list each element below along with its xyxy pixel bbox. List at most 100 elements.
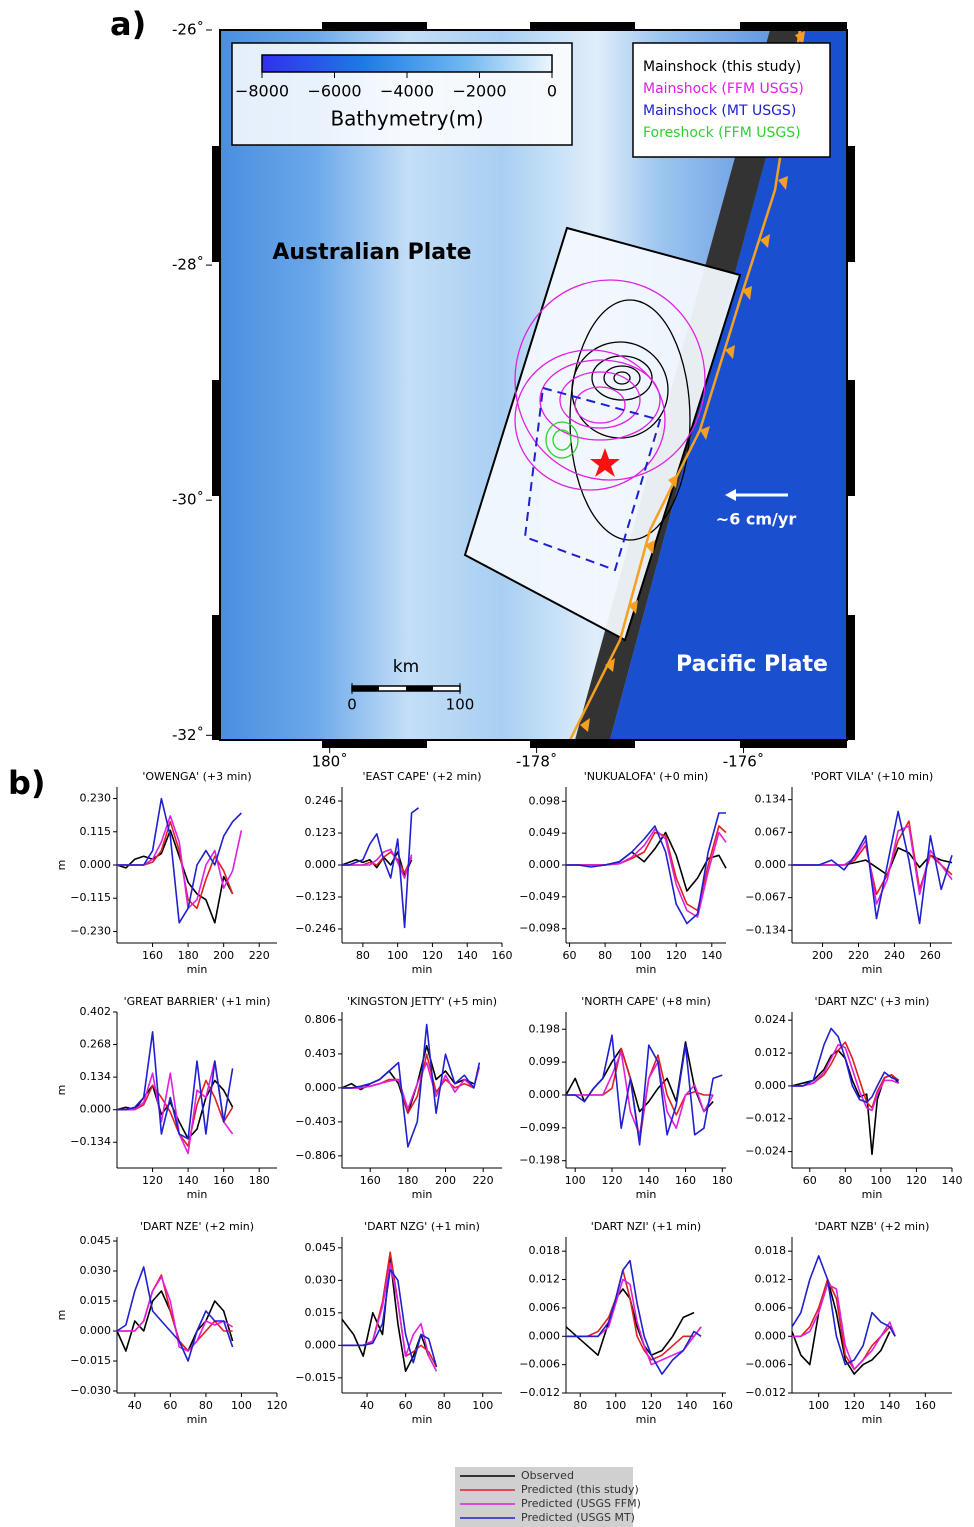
series-line [342, 807, 419, 929]
deep-sea [610, 30, 847, 740]
x-tick-label: 80 [598, 949, 612, 962]
x-tick-label: 180 [249, 1174, 270, 1187]
lat-tick-label: -30˚ [172, 491, 204, 509]
contours-foreshock [545, 421, 579, 459]
y-tick-label: −0.115 [70, 891, 111, 904]
plate-label: Pacific Plate [676, 652, 828, 677]
series-line [792, 1278, 896, 1371]
x-tick-label: 120 [142, 1174, 163, 1187]
frame-band [212, 22, 855, 748]
series-line [792, 810, 953, 925]
series-line [116, 829, 234, 924]
x-axis-label: min [187, 963, 208, 976]
series-line [117, 1031, 234, 1140]
x-tick-label: 160 [213, 1174, 234, 1187]
lon-tick-label: -178˚ [516, 753, 558, 771]
x-tick-label: 140 [701, 949, 722, 962]
y-tick-label: −0.806 [295, 1149, 336, 1162]
y-tick-label: 0.045 [305, 1241, 337, 1254]
chart-title: 'DART NZE' (+2 min) [140, 1220, 254, 1233]
colorbar-tick-label: −2000 [452, 82, 506, 101]
y-tick-label: 0.018 [755, 1244, 787, 1257]
y-tick-label: −0.230 [70, 924, 111, 937]
series-line [792, 1044, 899, 1112]
legend-label: Observed [521, 1469, 574, 1482]
velocity-arrow-head [725, 489, 736, 501]
x-tick-label: 60 [399, 1399, 413, 1412]
x-tick-label: 160 [360, 1174, 381, 1187]
x-axis-label: min [862, 1413, 883, 1426]
y-tick-label: −0.012 [745, 1112, 786, 1125]
colorbar-tick-label: −8000 [235, 82, 289, 101]
y-tick-label: −0.015 [295, 1371, 336, 1384]
y-tick-label: −0.134 [745, 923, 786, 936]
y-tick-label: 0.012 [529, 1273, 561, 1286]
chart-title: 'NORTH CAPE' (+8 min) [581, 995, 711, 1008]
lat-tick-label: -28˚ [172, 256, 204, 274]
x-axis-label: min [412, 1188, 433, 1201]
x-tick-label: 120 [641, 1399, 662, 1412]
y-tick-label: 0.000 [305, 858, 337, 871]
x-axis-label: min [636, 1413, 657, 1426]
series-line [791, 1255, 896, 1366]
x-tick-label: 160 [142, 949, 163, 962]
x-tick-label: 40 [360, 1399, 374, 1412]
y-tick-label: −0.098 [519, 922, 560, 935]
epicenter [590, 448, 620, 477]
legend-box [455, 1467, 633, 1527]
x-tick-label: 100 [870, 1174, 891, 1187]
x-tick-label: 240 [884, 949, 905, 962]
x-axis-label: min [862, 1188, 883, 1201]
x-tick-label: 120 [844, 1399, 865, 1412]
x-tick-label: 100 [387, 949, 408, 962]
x-tick-label: 120 [267, 1399, 288, 1412]
x-tick-label: 100 [808, 1399, 829, 1412]
x-tick-label: 160 [915, 1399, 936, 1412]
y-tick-label: 0.123 [305, 826, 337, 839]
y-tick-label: 0.134 [755, 793, 787, 806]
y-tick-label: −0.012 [519, 1386, 560, 1399]
chart-title: 'DART NZI' (+1 min) [591, 1220, 701, 1233]
y-tick-label: 0.000 [305, 1338, 337, 1351]
map-legend-entry: Foreshock (FFM USGS) [643, 125, 801, 141]
y-tick-label: 0.030 [305, 1273, 337, 1286]
x-tick-label: 160 [492, 949, 513, 962]
x-tick-label: 160 [712, 1399, 733, 1412]
chart-title: 'OWENGA' (+3 min) [142, 770, 251, 783]
x-tick-label: 120 [666, 949, 687, 962]
y-tick-label: 0.049 [529, 826, 561, 839]
lon-tick-label: 180˚ [312, 753, 348, 771]
lat-tick-label: -26˚ [172, 21, 204, 39]
x-tick-label: 200 [213, 949, 234, 962]
series-line [342, 1023, 481, 1148]
y-tick-label: 0.067 [755, 825, 787, 838]
chart-title: 'GREAT BARRIER' (+1 min) [124, 995, 271, 1008]
series-line [791, 1049, 900, 1156]
x-tick-label: 200 [812, 949, 833, 962]
fault-plane [463, 226, 742, 642]
x-tick-label: 140 [178, 1174, 199, 1187]
y-tick-label: 0.045 [80, 1234, 112, 1247]
series-line [791, 1278, 891, 1375]
x-axis-label: min [187, 1188, 208, 1201]
x-tick-label: 180 [712, 1174, 733, 1187]
chart-title: 'NUKUALOFA' (+0 min) [584, 770, 709, 783]
contours-ffm [514, 279, 706, 491]
colorbar-tick-label: −6000 [307, 82, 361, 101]
y-axis-label: m [55, 860, 68, 871]
y-tick-label: 0.000 [529, 1088, 561, 1101]
y-tick-label: 0.000 [755, 1079, 787, 1092]
y-tick-label: 0.198 [529, 1022, 561, 1035]
series-line [117, 815, 243, 910]
legend-label: Predicted (USGS MT) [521, 1511, 635, 1524]
series-line [566, 831, 727, 892]
x-tick-label: 60 [803, 1174, 817, 1187]
y-axis-label: m [55, 1310, 68, 1321]
scale-tick-label: 0 [347, 696, 357, 714]
mt-plane [523, 386, 662, 572]
series-line [792, 1027, 899, 1104]
x-tick-label: 80 [356, 949, 370, 962]
x-tick-label: 60 [563, 949, 577, 962]
y-tick-label: −0.246 [295, 922, 336, 935]
